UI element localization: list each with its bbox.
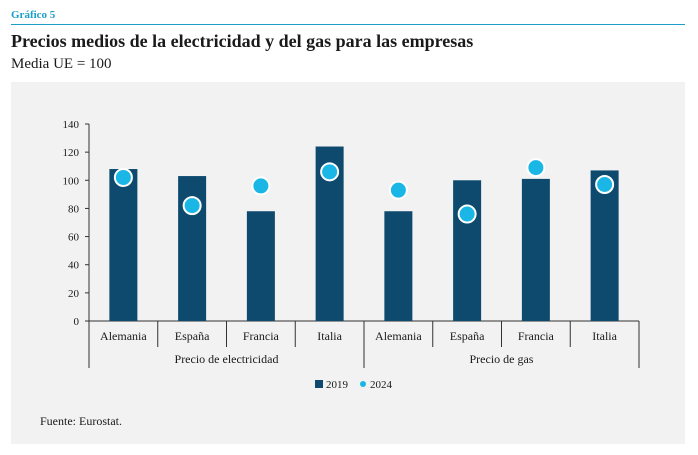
x-tick-label: Francia	[243, 329, 280, 343]
dot-2024	[113, 167, 133, 187]
figure-label: Gráfico 5	[11, 9, 56, 21]
dot-2024	[526, 158, 546, 178]
bar-2019	[590, 170, 619, 321]
y-tick-label: 40	[68, 260, 80, 272]
bars-group	[109, 146, 619, 321]
chart-subtitle: Media UE = 100	[11, 56, 112, 72]
bar-2019	[109, 169, 138, 321]
y-tick-label: 80	[68, 203, 80, 215]
source-note: Fuente: Eurostat.	[40, 414, 122, 428]
legend-swatch-2019	[315, 380, 323, 388]
x-tick-label: Francia	[518, 329, 555, 343]
legend-swatch-2024	[360, 381, 366, 387]
y-tick-label: 140	[63, 119, 80, 131]
legend: 2019 2024	[315, 379, 393, 391]
x-tick-label: España	[450, 329, 485, 343]
x-tick-label: Italia	[592, 329, 617, 343]
bar-2019	[246, 211, 275, 321]
bar-2019	[521, 178, 550, 321]
y-tick-label: 120	[63, 147, 80, 159]
y-tick-label: 100	[63, 175, 80, 187]
bar-2019	[384, 211, 413, 321]
x-tick-label: España	[175, 329, 210, 343]
legend-label-2024: 2024	[370, 379, 393, 391]
dot-2024	[251, 176, 271, 196]
dots-group	[113, 158, 615, 224]
top-rule	[11, 24, 685, 25]
y-tick-label: 60	[68, 232, 80, 244]
x-tick-label: Alemania	[100, 329, 147, 343]
y-tick-label: 20	[68, 288, 80, 300]
dot-2024	[388, 180, 408, 200]
labels-group: 0 20 40 60 80 100 120 140 Alemania España Francia I…	[63, 119, 618, 366]
dot-2024	[182, 196, 202, 216]
group-label: Precio de gas	[470, 352, 534, 366]
legend-label-2019: 2019	[326, 379, 349, 391]
axes-group	[85, 123, 640, 368]
bar-2019	[453, 180, 482, 321]
x-tick-label: Italia	[317, 329, 342, 343]
x-tick-label: Alemania	[375, 329, 422, 343]
dot-2024	[320, 162, 340, 182]
group-label: Precio de electricidad	[175, 352, 279, 366]
chart-panel: 0 20 40 60 80 100 120 140 Alemania España Francia I…	[11, 82, 685, 444]
dot-2024	[457, 204, 477, 224]
dot-2024	[595, 175, 615, 195]
chart-title: Precios medios de la electricidad y del …	[11, 31, 474, 51]
y-tick-label: 0	[74, 316, 80, 328]
chart-svg: 0 20 40 60 80 100 120 140 Alemania España Francia I…	[63, 119, 640, 391]
